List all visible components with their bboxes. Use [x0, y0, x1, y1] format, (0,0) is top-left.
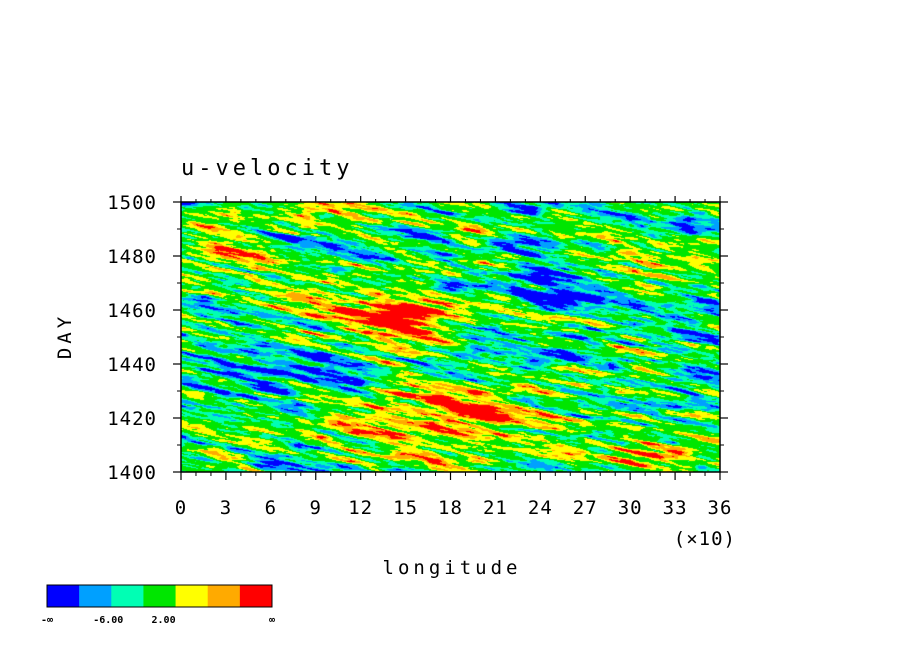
colorbar: -∞ -6.00 2.00 ∞ [41, 584, 275, 626]
y-axis-label: DAY [54, 313, 76, 359]
y-tick-label: 1400 [107, 462, 157, 484]
x-tick-label: 15 [393, 497, 418, 519]
x-tick-label: 24 [528, 497, 553, 519]
colorbar-swatch [175, 585, 209, 607]
y-tick-label: 1480 [107, 246, 157, 268]
colorbar-swatch [143, 585, 177, 607]
chart-title: u-velocity [181, 156, 353, 181]
x-tick-label: 21 [483, 497, 508, 519]
colorbar-frame [46, 584, 273, 608]
x-tick-label: 6 [265, 497, 277, 519]
colorbar-swatch [111, 585, 144, 607]
x-tick-label: 18 [438, 497, 463, 519]
x-tick-label: 9 [310, 497, 322, 519]
x-tick-label: 12 [348, 497, 373, 519]
colorbar-swatch [79, 585, 112, 607]
x-tick-label: 0 [175, 497, 187, 519]
colorbar-label: -∞ [41, 615, 53, 626]
x-axis-label: longitude [383, 557, 522, 579]
colorbar-label: -6.00 [93, 615, 123, 626]
y-tick-label: 1420 [107, 408, 157, 430]
colorbar-label: 2.00 [152, 615, 176, 626]
y-tick-label: 1500 [107, 192, 157, 214]
y-tick-label: 1440 [107, 354, 157, 376]
colorbar-swatch [207, 585, 241, 607]
colorbar-swatch [239, 585, 273, 607]
y-axis: 1400 1420 1440 1460 1480 1500 [107, 192, 728, 484]
x-tick-label: 30 [618, 497, 643, 519]
x-tick-label: 36 [708, 497, 733, 519]
x-tick-label: 3 [220, 497, 232, 519]
x-axis: 0 3 6 9 12 15 18 21 24 27 30 33 36 [175, 196, 733, 519]
colorbar-label: ∞ [269, 615, 275, 626]
y-tick-label: 1460 [107, 300, 157, 322]
heatmap-field [181, 202, 720, 472]
colorbar-swatch [47, 585, 80, 607]
x-tick-label: 33 [663, 497, 688, 519]
x-multiplier-label: (×10) [674, 528, 736, 550]
x-tick-label: 27 [573, 497, 598, 519]
